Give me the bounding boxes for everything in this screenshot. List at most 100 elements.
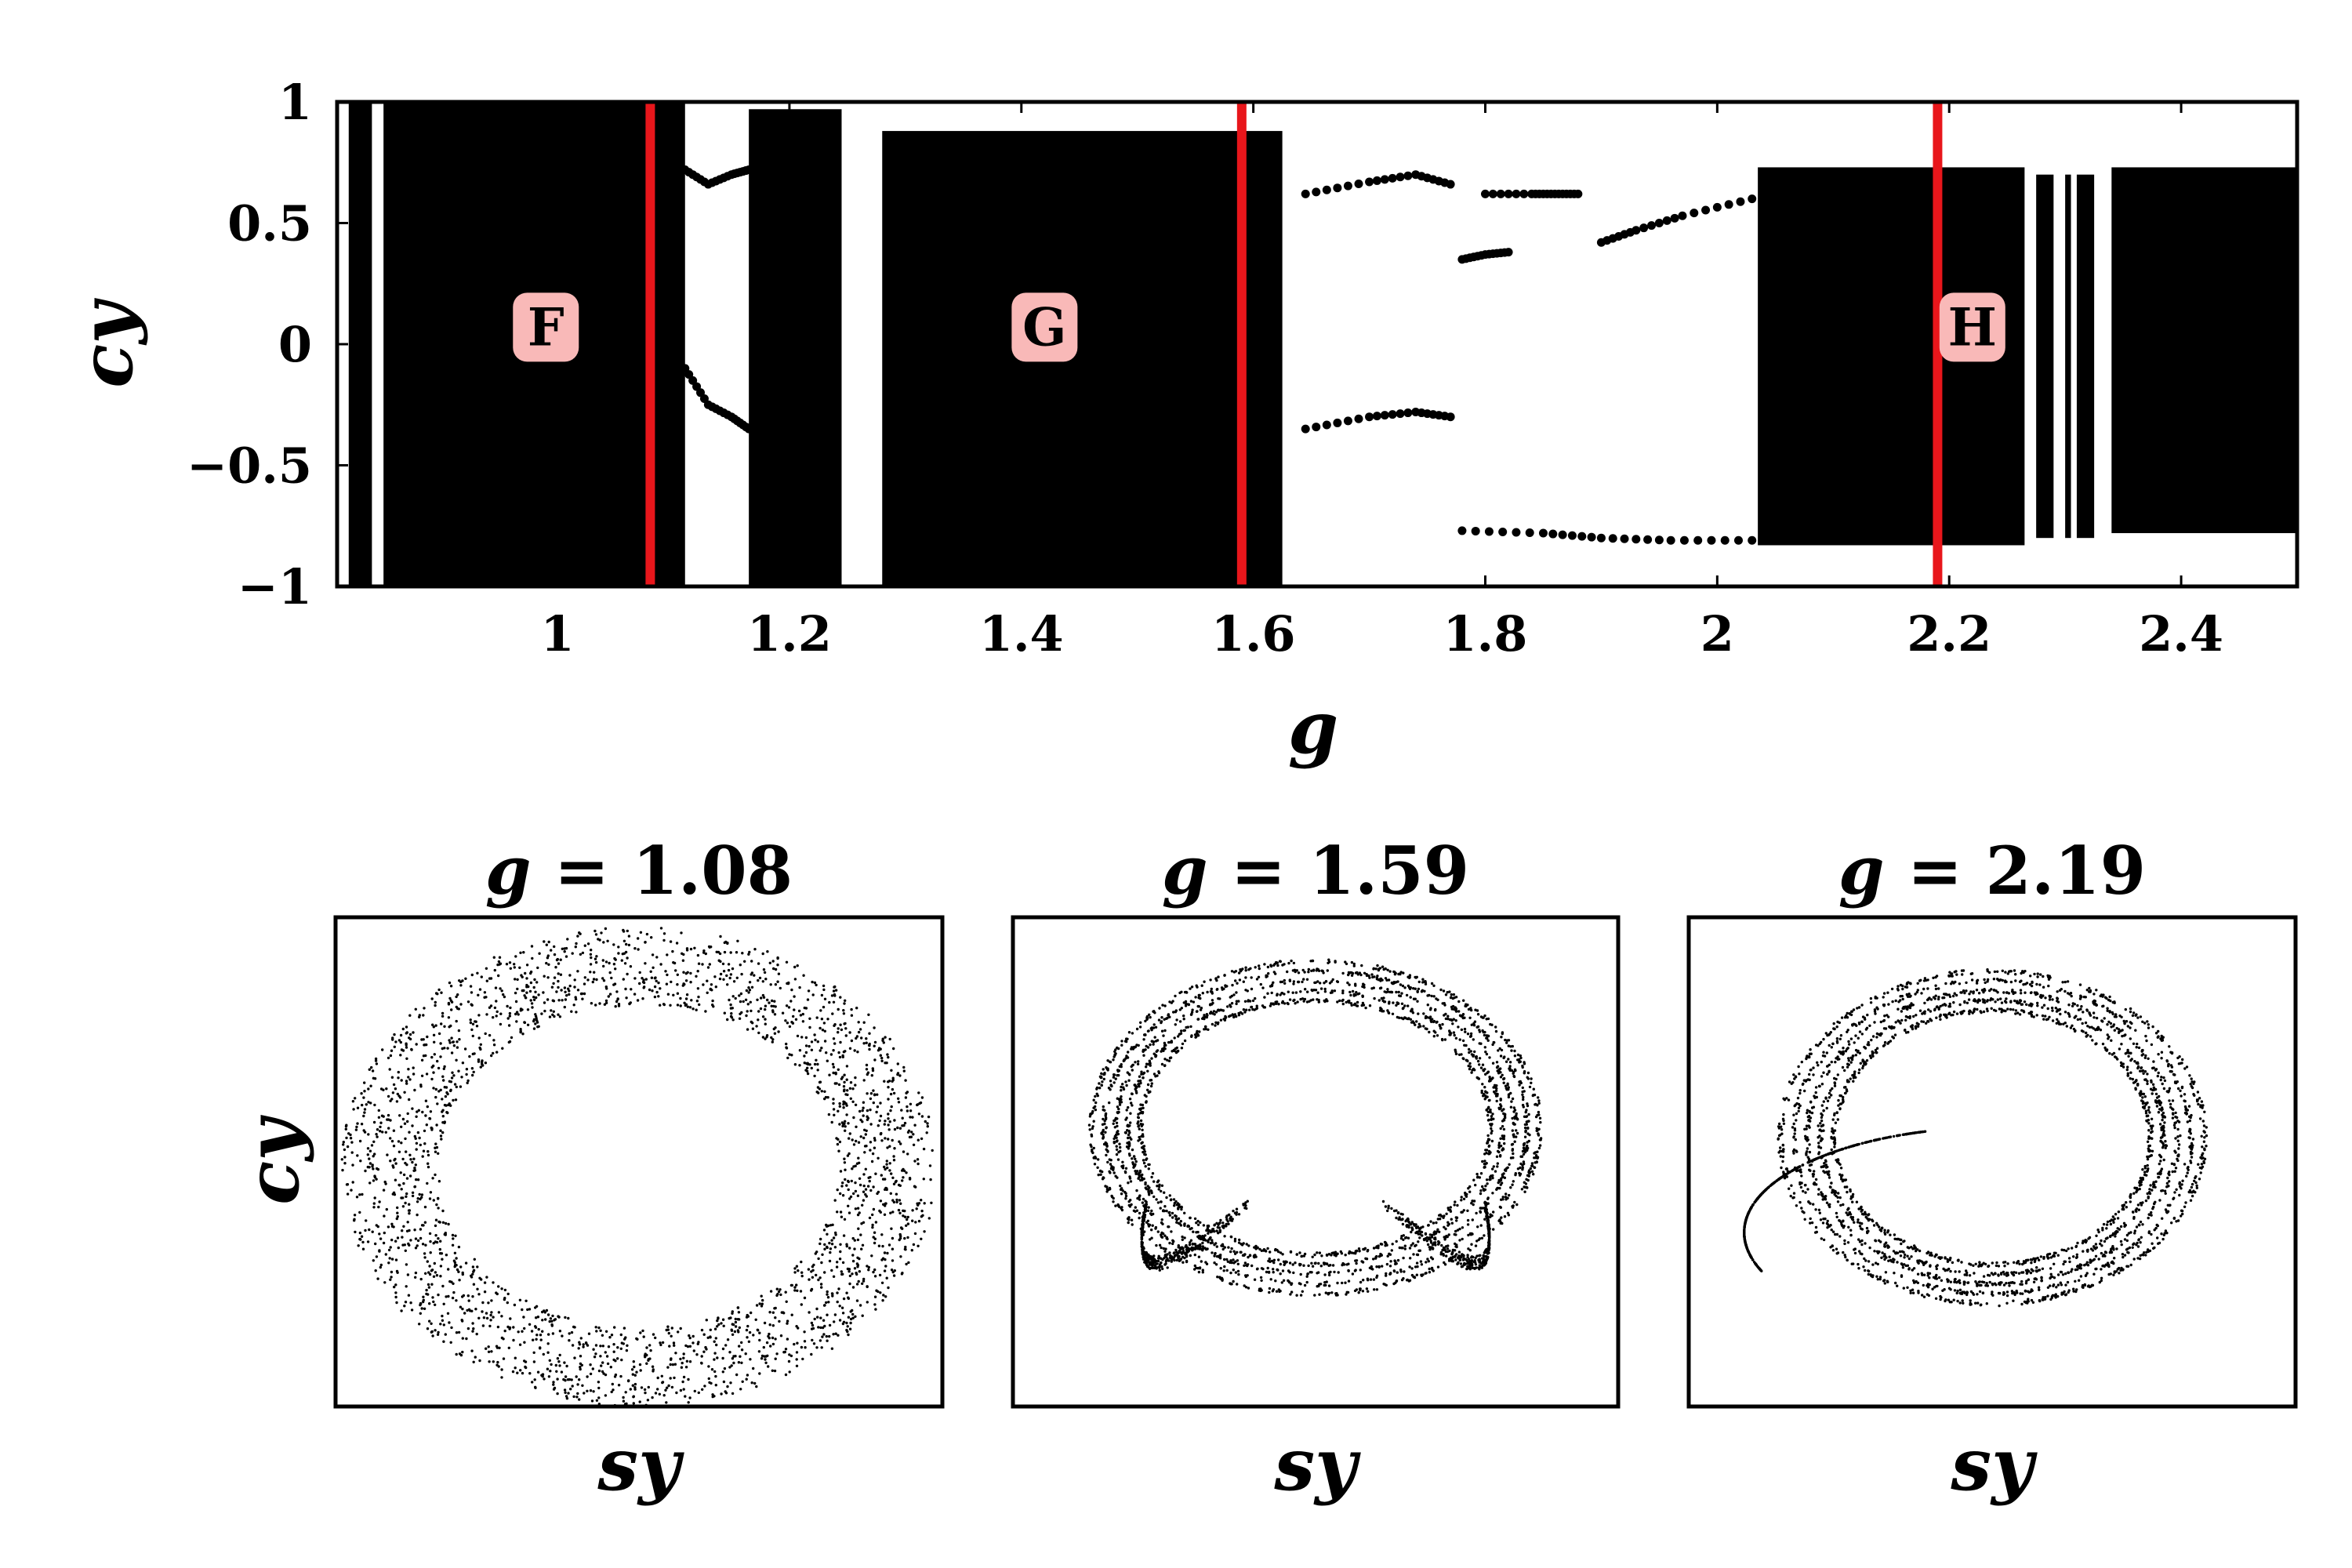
attractor-point bbox=[426, 1153, 430, 1157]
attractor-point bbox=[388, 1257, 391, 1260]
attractor-point bbox=[654, 1336, 657, 1340]
attractor-point bbox=[711, 1395, 714, 1399]
attractor-point bbox=[1352, 964, 1356, 967]
attractor-point bbox=[370, 1065, 373, 1069]
attractor-point bbox=[579, 1367, 582, 1371]
attractor-point bbox=[1347, 1269, 1350, 1272]
attractor-point bbox=[1102, 1142, 1106, 1146]
attractor-point bbox=[568, 993, 571, 996]
attractor-point bbox=[415, 1115, 418, 1119]
attractor-point bbox=[862, 1199, 866, 1202]
attractor-point bbox=[1162, 1247, 1166, 1250]
attractor-point bbox=[1486, 1034, 1490, 1038]
attractor-point bbox=[1411, 1242, 1415, 1245]
attractor-point bbox=[1478, 1063, 1481, 1066]
attractor-point bbox=[800, 1260, 803, 1264]
attractor-point bbox=[466, 1294, 470, 1298]
attractor-point bbox=[522, 1316, 525, 1319]
attractor-point bbox=[1372, 1247, 1376, 1250]
attractor-point bbox=[440, 1022, 443, 1025]
attractor-point bbox=[857, 1279, 860, 1283]
attractor-point bbox=[869, 1141, 873, 1144]
attractor-point bbox=[468, 1054, 471, 1058]
attractor-point bbox=[423, 1007, 426, 1010]
attractor-point bbox=[492, 956, 495, 959]
attractor-point bbox=[589, 1389, 593, 1392]
attractor-point bbox=[1157, 1179, 1160, 1182]
attractor-ylabel: cy bbox=[230, 1115, 315, 1205]
attractor-point bbox=[1496, 1065, 1500, 1068]
attractor-point bbox=[519, 951, 522, 955]
attractor-point bbox=[832, 1037, 836, 1040]
attractor-point bbox=[437, 1197, 440, 1200]
attractor-point bbox=[883, 1165, 886, 1169]
attractor-point bbox=[906, 1236, 909, 1240]
attractor-point bbox=[1313, 1253, 1316, 1257]
attractor-point bbox=[1523, 1181, 1526, 1184]
attractor-point bbox=[906, 1152, 909, 1156]
attractor-point bbox=[807, 989, 811, 993]
attractor-point bbox=[419, 1277, 423, 1281]
attractor-point bbox=[1419, 1260, 1423, 1263]
attractor-point bbox=[1504, 1087, 1508, 1090]
attractor-point bbox=[1402, 1234, 1406, 1237]
attractor-point bbox=[686, 1345, 690, 1348]
attractor-point bbox=[389, 1054, 393, 1058]
attractor-point bbox=[1512, 1075, 1516, 1079]
attractor-point bbox=[557, 979, 560, 983]
attractor-point bbox=[1160, 1189, 1163, 1193]
attractor-point bbox=[696, 953, 700, 957]
attractor-point bbox=[1499, 1076, 1503, 1079]
branch-point bbox=[1519, 189, 1529, 198]
attractor-point bbox=[546, 954, 550, 957]
attractor-point bbox=[1311, 1255, 1314, 1259]
attractor-point bbox=[509, 1317, 512, 1320]
attractor-point bbox=[427, 1286, 431, 1289]
attractor-point bbox=[1141, 1128, 1144, 1132]
attractor-point bbox=[1114, 1204, 1117, 1207]
attractor-point bbox=[435, 1203, 438, 1207]
branch-point bbox=[1480, 189, 1490, 198]
attractor-point bbox=[1242, 1008, 1246, 1011]
attractor-point bbox=[615, 1000, 619, 1004]
attractor-point bbox=[1468, 1047, 1471, 1051]
branch-point bbox=[1380, 175, 1389, 184]
attractor-point bbox=[581, 1384, 584, 1388]
title-eq: = 1.08 bbox=[532, 832, 793, 909]
attractor-point bbox=[1485, 1178, 1489, 1181]
attractor-point bbox=[1276, 1248, 1279, 1252]
attractor-panels: g = 1.08 sy cy g = 1.59 sy g = 2.19 sy bbox=[230, 832, 2298, 1507]
attractor-point bbox=[1487, 1144, 1491, 1148]
attractor-point bbox=[466, 1079, 470, 1083]
attractor-point bbox=[1403, 986, 1406, 989]
attractor-point bbox=[424, 1054, 427, 1058]
attractor-point bbox=[1508, 1163, 1511, 1167]
attractor-point bbox=[908, 1178, 912, 1181]
attractor-point bbox=[1502, 1127, 1506, 1131]
attractor-point bbox=[392, 1191, 396, 1195]
attractor-point bbox=[1230, 970, 1234, 973]
attractor-point bbox=[884, 1265, 887, 1268]
attractor-point bbox=[841, 1261, 845, 1265]
attractor-point bbox=[481, 1324, 485, 1327]
attractor-point bbox=[485, 1276, 488, 1279]
attractor-point bbox=[1532, 1173, 1535, 1176]
attractor-point bbox=[368, 1157, 371, 1160]
attractor-point bbox=[1426, 1004, 1430, 1007]
attractor-point bbox=[521, 1330, 524, 1333]
attractor-point bbox=[452, 1282, 455, 1286]
attractor-point bbox=[881, 1299, 884, 1302]
attractor-point bbox=[560, 989, 563, 992]
attractor-point bbox=[499, 1022, 503, 1026]
attractor-point bbox=[704, 952, 707, 956]
attractor-point bbox=[842, 1234, 846, 1237]
attractor-point bbox=[858, 1028, 862, 1031]
attractor-point bbox=[387, 1261, 390, 1265]
attractor-point bbox=[375, 1062, 379, 1065]
attractor-point bbox=[493, 1006, 497, 1010]
branch-point bbox=[1446, 412, 1455, 422]
attractor-point bbox=[616, 997, 619, 1000]
attractor-point bbox=[736, 1329, 740, 1332]
attractor-point bbox=[688, 1336, 691, 1340]
attractor-point bbox=[830, 994, 834, 997]
